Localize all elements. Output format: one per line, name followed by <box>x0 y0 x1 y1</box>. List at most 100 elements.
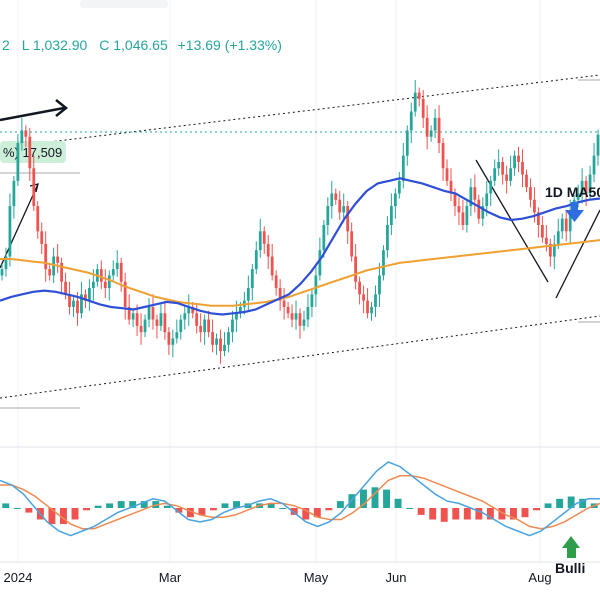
candle[interactable] <box>441 143 445 169</box>
candle[interactable] <box>64 281 67 295</box>
candle[interactable] <box>183 313 187 320</box>
candle[interactable] <box>250 269 254 289</box>
candle[interactable] <box>433 117 437 131</box>
candle[interactable] <box>382 250 385 276</box>
candle[interactable] <box>350 231 354 257</box>
candle[interactable] <box>302 319 306 326</box>
candle[interactable] <box>330 193 334 207</box>
candle[interactable] <box>529 187 532 200</box>
candle[interactable] <box>286 306 290 314</box>
toolbar-button[interactable] <box>80 0 168 8</box>
candle[interactable] <box>501 161 505 175</box>
candle[interactable] <box>449 180 453 194</box>
candle[interactable] <box>580 180 584 194</box>
candle[interactable] <box>40 231 44 244</box>
candle[interactable] <box>584 180 588 194</box>
candle[interactable] <box>235 313 238 320</box>
candle[interactable] <box>294 313 298 320</box>
candle[interactable] <box>425 117 429 137</box>
candle[interactable] <box>477 199 481 219</box>
candle[interactable] <box>24 130 28 137</box>
candle[interactable] <box>167 332 171 345</box>
candle[interactable] <box>266 243 270 257</box>
candle[interactable] <box>227 332 230 345</box>
candle[interactable] <box>469 187 473 207</box>
candle[interactable] <box>219 338 222 352</box>
candle[interactable] <box>246 288 250 301</box>
channel-upper-line[interactable] <box>0 74 600 149</box>
candle[interactable] <box>318 250 322 276</box>
candle[interactable] <box>107 275 111 289</box>
candle[interactable] <box>8 206 12 257</box>
candle[interactable] <box>378 275 381 295</box>
candle[interactable] <box>151 306 155 320</box>
candle[interactable] <box>4 256 8 270</box>
candle[interactable] <box>195 313 199 326</box>
candle[interactable] <box>497 161 501 169</box>
candle[interactable] <box>262 231 266 244</box>
candle[interactable] <box>429 130 433 137</box>
candle[interactable] <box>481 206 485 219</box>
candle[interactable] <box>179 319 183 333</box>
candle[interactable] <box>131 313 135 320</box>
candle[interactable] <box>72 300 75 307</box>
candle[interactable] <box>409 111 413 131</box>
candle[interactable] <box>401 155 405 181</box>
candle[interactable] <box>171 338 175 345</box>
candle[interactable] <box>461 212 465 225</box>
candle[interactable] <box>509 168 512 181</box>
candle[interactable] <box>537 212 540 225</box>
candle[interactable] <box>0 269 4 276</box>
candle[interactable] <box>274 275 278 289</box>
candle[interactable] <box>338 199 342 213</box>
candle[interactable] <box>127 306 131 320</box>
candle[interactable] <box>123 281 127 307</box>
candle[interactable] <box>91 281 95 289</box>
candle[interactable] <box>76 300 79 314</box>
candle[interactable] <box>493 168 497 181</box>
candle[interactable] <box>159 313 163 326</box>
candle[interactable] <box>334 193 338 200</box>
candle[interactable] <box>60 262 63 282</box>
candle[interactable] <box>290 313 294 320</box>
candle[interactable] <box>576 193 580 200</box>
candle[interactable] <box>465 206 469 225</box>
candle[interactable] <box>473 187 477 200</box>
candle[interactable] <box>84 294 87 301</box>
candle[interactable] <box>489 180 493 194</box>
candle[interactable] <box>362 294 365 301</box>
candle[interactable] <box>390 206 393 225</box>
candle[interactable] <box>437 117 441 144</box>
candle[interactable] <box>366 300 369 314</box>
candle[interactable] <box>310 294 314 307</box>
candle[interactable] <box>44 243 48 270</box>
candle[interactable] <box>505 174 509 181</box>
candle[interactable] <box>358 281 361 295</box>
candle[interactable] <box>298 313 302 326</box>
candle[interactable] <box>80 294 83 314</box>
candle[interactable] <box>405 130 409 156</box>
candle[interactable] <box>517 155 520 162</box>
candle[interactable] <box>386 225 389 251</box>
candle[interactable] <box>135 313 139 326</box>
candle[interactable] <box>544 237 548 244</box>
candle[interactable] <box>199 325 203 333</box>
macd-line[interactable] <box>0 461 600 537</box>
candle[interactable] <box>278 288 282 301</box>
price-pill[interactable]: %) 17,509 <box>0 141 66 163</box>
candle[interactable] <box>326 206 330 225</box>
candle[interactable] <box>99 269 103 282</box>
candle[interactable] <box>540 225 544 238</box>
candle[interactable] <box>115 262 119 270</box>
candle[interactable] <box>548 243 552 257</box>
candle[interactable] <box>413 92 417 112</box>
candle[interactable] <box>20 130 24 144</box>
candle[interactable] <box>346 206 350 232</box>
candle[interactable] <box>525 174 528 188</box>
candle[interactable] <box>203 319 207 333</box>
candle[interactable] <box>258 231 262 251</box>
candle[interactable] <box>56 256 60 263</box>
candle[interactable] <box>239 306 242 314</box>
candle[interactable] <box>12 180 16 207</box>
